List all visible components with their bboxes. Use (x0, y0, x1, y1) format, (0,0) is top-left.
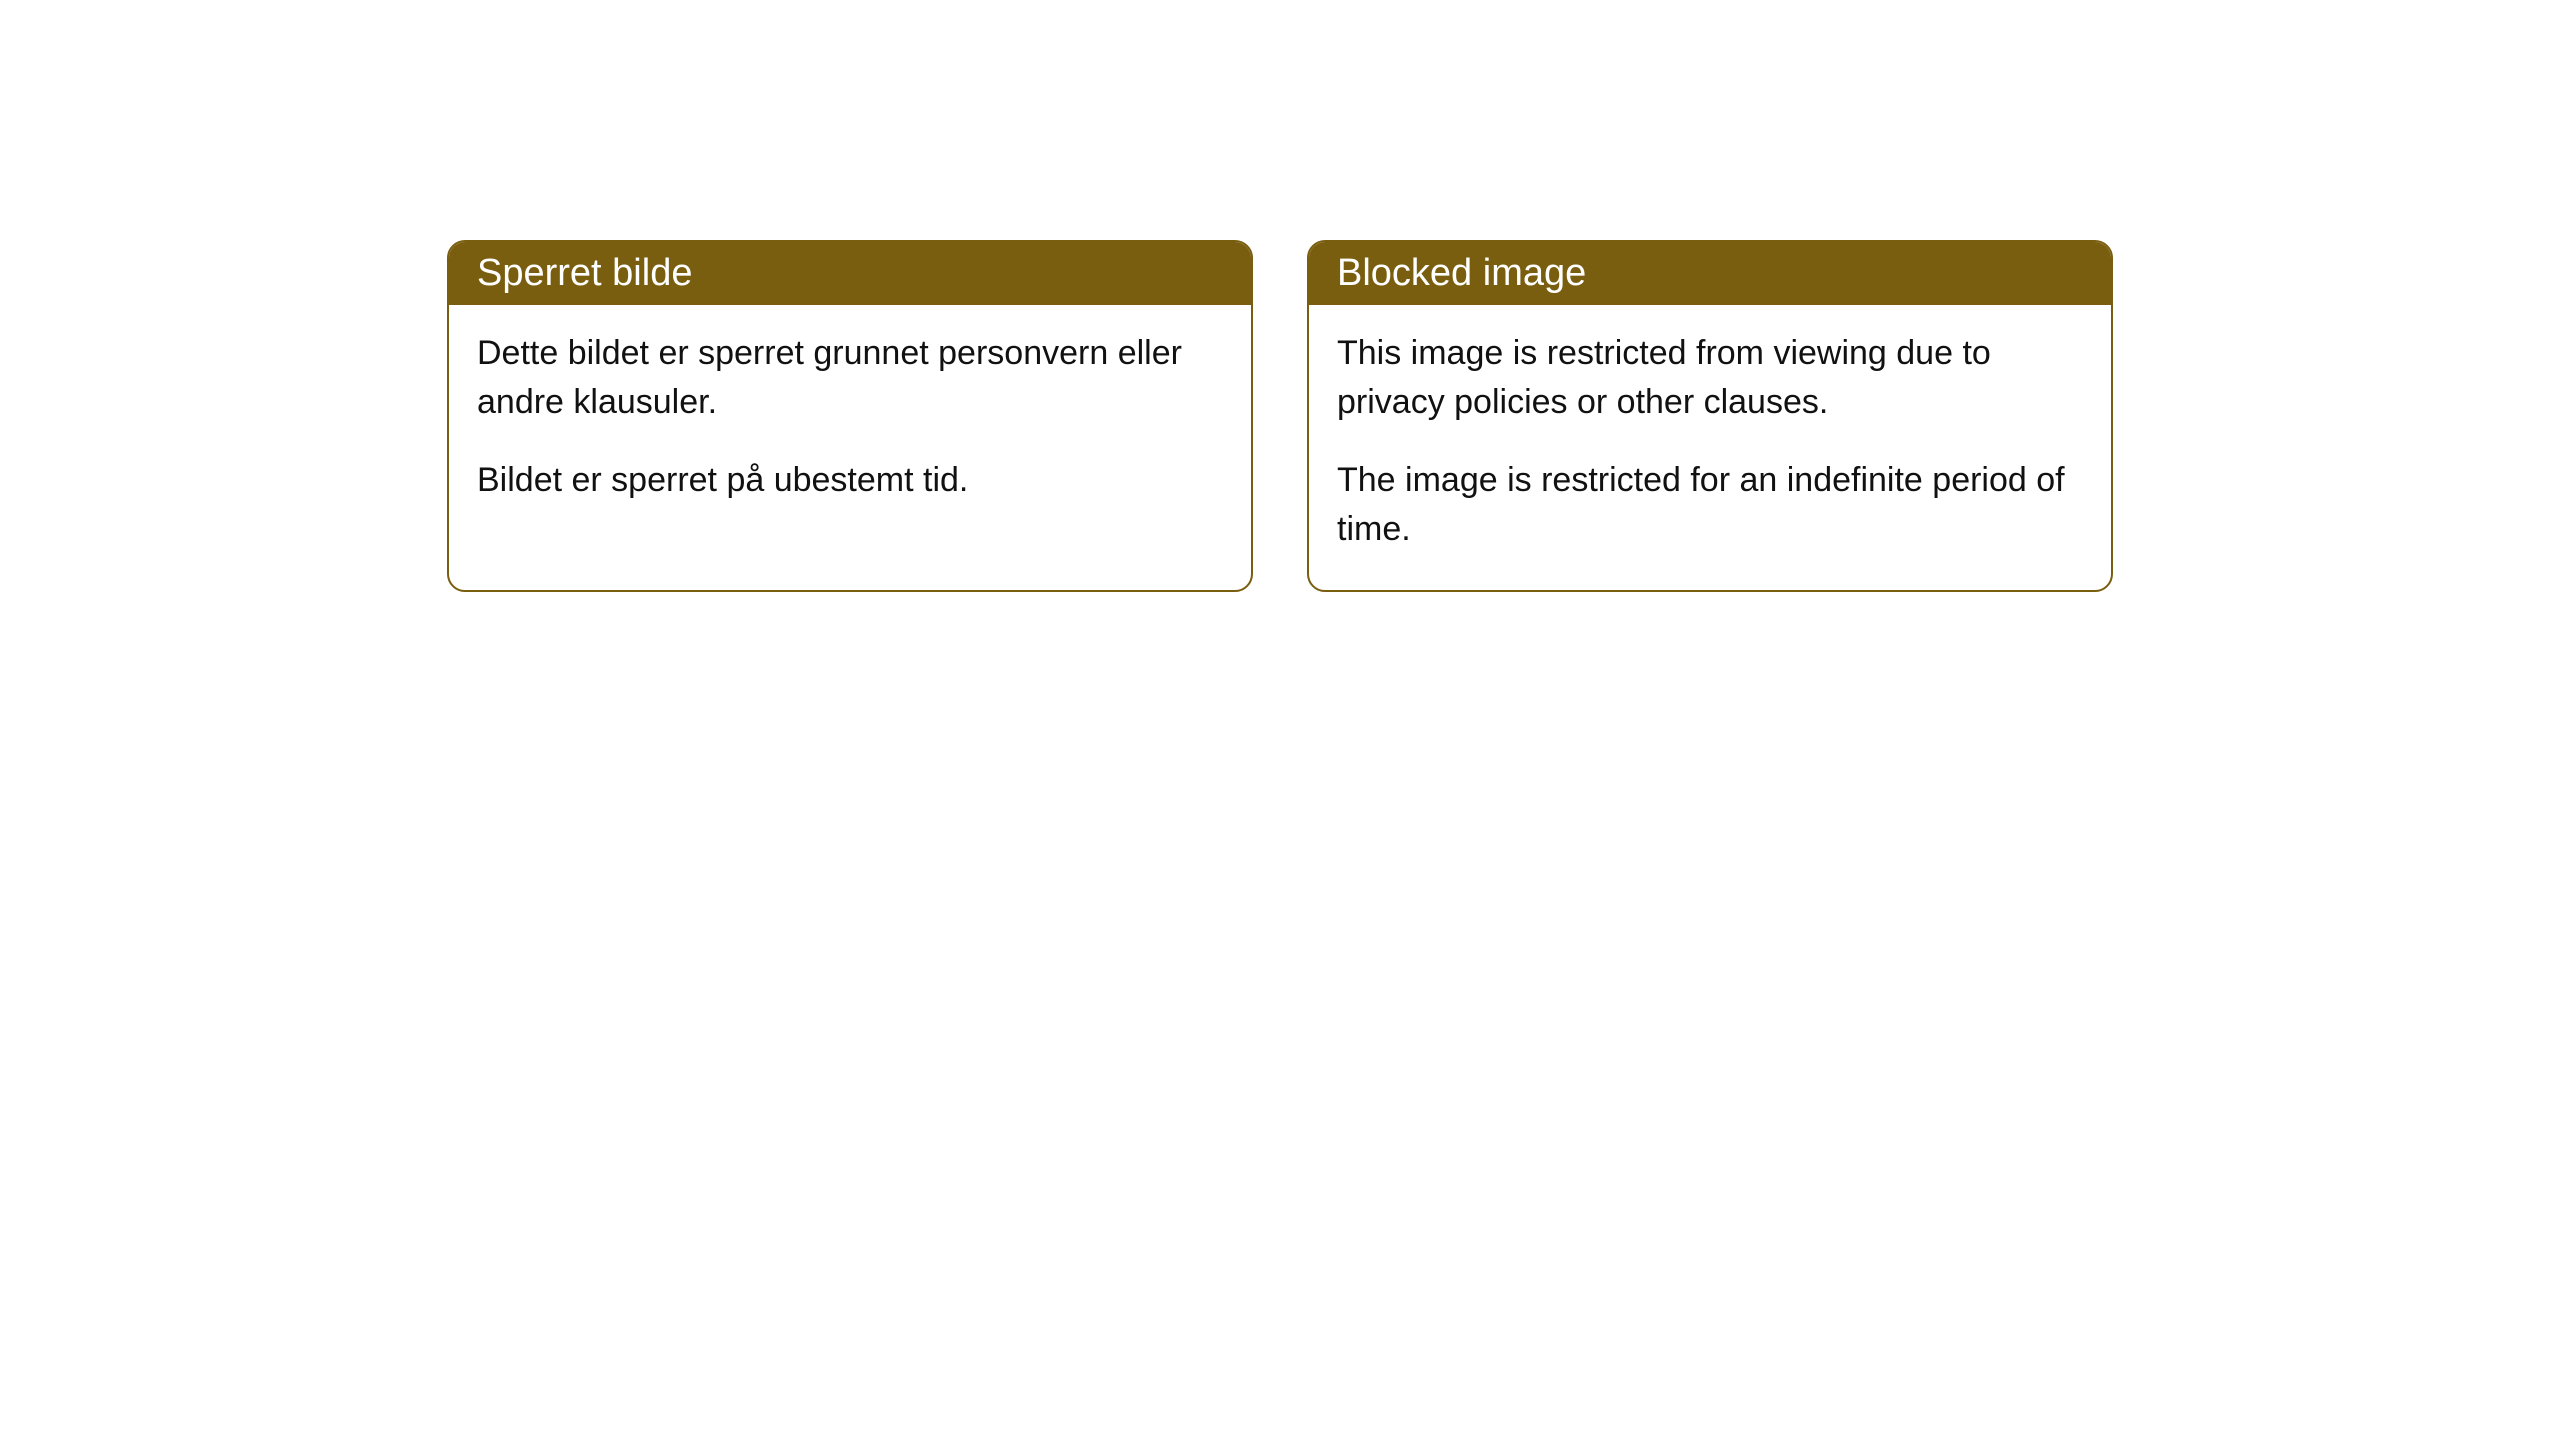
card-paragraph: The image is restricted for an indefinit… (1337, 456, 2083, 555)
card-title: Sperret bilde (477, 252, 692, 294)
card-paragraph: Bildet er sperret på ubestemt tid. (477, 456, 1223, 505)
card-body: Dette bildet er sperret grunnet personve… (449, 305, 1251, 541)
card-norwegian: Sperret bilde Dette bildet er sperret gr… (447, 240, 1253, 592)
card-paragraph: This image is restricted from viewing du… (1337, 329, 2083, 428)
cards-container: Sperret bilde Dette bildet er sperret gr… (447, 240, 2113, 592)
card-body: This image is restricted from viewing du… (1309, 305, 2111, 590)
card-english: Blocked image This image is restricted f… (1307, 240, 2113, 592)
card-paragraph: Dette bildet er sperret grunnet personve… (477, 329, 1223, 428)
card-title: Blocked image (1337, 252, 1586, 294)
card-header: Sperret bilde (449, 242, 1251, 305)
card-header: Blocked image (1309, 242, 2111, 305)
